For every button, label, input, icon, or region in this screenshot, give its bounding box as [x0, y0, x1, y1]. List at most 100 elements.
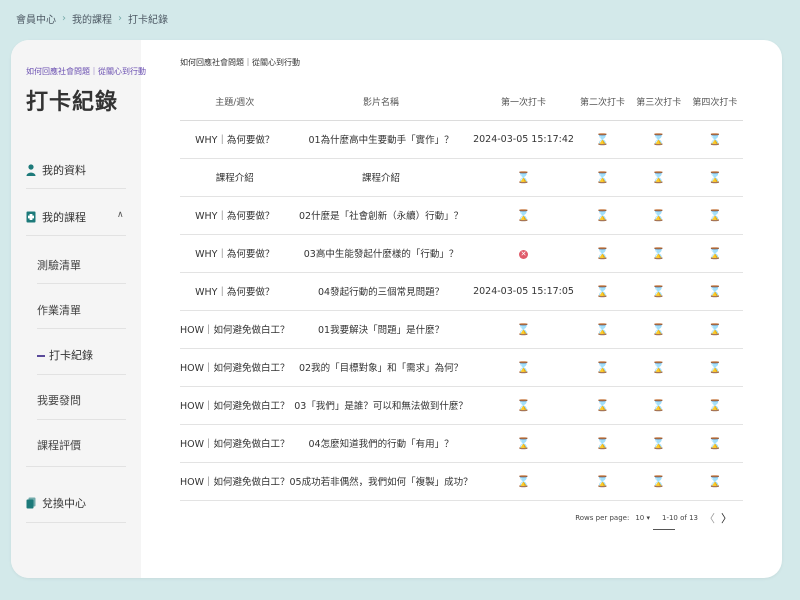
table-header-row: 主題/週次 影片名稱 第一次打卡 第二次打卡 第三次打卡 第四次打卡: [180, 83, 743, 121]
column-header-fourth: 第四次打卡: [686, 83, 743, 121]
hourglass-icon: ⌛: [595, 246, 610, 260]
topic-cell: HOW｜如何避免做白工？: [180, 477, 290, 488]
sidebar-sub-checkin[interactable]: 打卡紀錄: [37, 347, 126, 363]
content-card: 如何回應社會問題｜從關心到行動 打卡紀錄 我的資料 我的課程 ∧ 測驗清單 作業…: [11, 40, 782, 578]
table-cell: ⌛: [686, 462, 743, 501]
table-row: HOW｜如何避免做白工？ 04怎麼知道我們的行動「有用」？ ⌛ ⌛ ⌛ ⌛: [180, 424, 743, 463]
table-cell: ✕: [472, 234, 575, 273]
topic-cell: HOW｜如何避免做白工？: [180, 439, 290, 450]
sidebar-sub-homework[interactable]: 作業清單: [37, 304, 81, 317]
sidebar-item-profile[interactable]: 我的資料: [26, 162, 126, 178]
table-cell: ⌛: [574, 272, 631, 311]
topic-cell: HOW｜如何避免做白工？: [180, 363, 290, 374]
page-range: 1-10 of 13: [662, 514, 698, 522]
table-cell: 05成功若非偶然，我們如何「複製」成功？: [289, 462, 473, 501]
table-cell: ⌛: [686, 272, 743, 311]
table-cell: ⌛: [472, 462, 575, 501]
table-cell: WHY｜為何要做？: [180, 196, 290, 235]
hourglass-icon: ⌛: [595, 132, 610, 146]
video-title-cell: 02什麼是「社會創新（永續）行動」？: [299, 211, 464, 222]
table-cell: ⌛: [630, 424, 687, 463]
table-cell: ⌛: [472, 196, 575, 235]
topic-cell: HOW｜如何避免做白工？: [180, 401, 290, 412]
table-cell: WHY｜為何要做？: [180, 272, 290, 311]
table-cell: HOW｜如何避免做白工？: [180, 386, 290, 425]
hourglass-icon: ⌛: [708, 132, 722, 146]
sidebar-sub-ask[interactable]: 我要發問: [37, 394, 81, 407]
topic-cell: WHY｜為何要做？: [195, 211, 275, 222]
table-row: HOW｜如何避免做白工？ 03「我們」是誰？可以和無法做到什麼？ ⌛ ⌛ ⌛ ⌛: [180, 386, 743, 425]
table-cell: 03「我們」是誰？可以和無法做到什麼？: [289, 386, 473, 425]
table-cell: WHY｜為何要做？: [180, 120, 290, 159]
video-title-cell: 02我的「目標對象」和「需求」為何？: [299, 363, 464, 374]
video-title-cell: 03「我們」是誰？可以和無法做到什麼？: [294, 401, 468, 412]
table-row: WHY｜為何要做？ 02什麼是「社會創新（永續）行動」？ ⌛ ⌛ ⌛ ⌛: [180, 196, 743, 235]
table-cell: ⌛: [472, 348, 575, 387]
hourglass-icon: ⌛: [651, 436, 666, 450]
divider: [26, 522, 126, 523]
sidebar-item-label: 兌換中心: [42, 497, 86, 510]
table-cell: ⌛: [686, 424, 743, 463]
table-cell: ⌛: [574, 424, 631, 463]
table-cell: 04發起行動的三個常見問題？: [289, 272, 473, 311]
video-title-cell: 03高中生能發起什麼樣的「行動」？: [303, 249, 459, 260]
hourglass-icon: ⌛: [595, 322, 610, 336]
hourglass-icon: ⌛: [595, 170, 610, 184]
prev-page-icon[interactable]: 〈: [704, 512, 715, 525]
column-header-third: 第三次打卡: [630, 83, 687, 121]
table-cell: 03高中生能發起什麼樣的「行動」？: [289, 234, 473, 273]
sidebar-sub-review[interactable]: 課程評價: [37, 439, 81, 452]
hourglass-icon: ⌛: [516, 398, 531, 412]
error-icon: ✕: [519, 249, 529, 259]
sidebar-item-courses[interactable]: 我的課程: [26, 209, 126, 225]
column-header-topic: 主題/週次: [180, 83, 290, 121]
table-cell: ⌛: [574, 234, 631, 273]
breadcrumb-member-center[interactable]: 會員中心: [16, 15, 56, 26]
table-cell: ⌛: [630, 348, 687, 387]
table-cell: ⌛: [574, 348, 631, 387]
column-header-first: 第一次打卡: [472, 83, 575, 121]
table-cell: 2024-03-05 15:17:05: [472, 272, 575, 311]
table-cell: ⌛: [574, 386, 631, 425]
table-cell: ⌛: [686, 386, 743, 425]
table-cell: ⌛: [574, 120, 631, 159]
breadcrumb: 會員中心 › 我的課程 › 打卡紀錄: [16, 11, 168, 26]
sidebar: 如何回應社會問題｜從關心到行動 打卡紀錄 我的資料 我的課程 ∧ 測驗清單 作業…: [11, 40, 146, 578]
hourglass-icon: ⌛: [651, 474, 666, 488]
table-cell: ⌛: [630, 196, 687, 235]
hourglass-icon: ⌛: [708, 246, 722, 260]
table-cell: 課程介紹: [289, 158, 473, 197]
table-cell: HOW｜如何避免做白工？: [180, 348, 290, 387]
hourglass-icon: ⌛: [651, 208, 666, 222]
chevron-right-icon: ›: [62, 13, 66, 24]
topic-cell: 課程介紹: [215, 173, 254, 184]
sidebar-sub-quiz[interactable]: 測驗清單: [37, 259, 81, 272]
hourglass-icon: ⌛: [708, 284, 722, 298]
next-page-icon[interactable]: 〉: [721, 512, 732, 525]
breadcrumb-my-courses[interactable]: 我的課程: [72, 15, 112, 26]
divider: [37, 419, 126, 420]
table-cell: ⌛: [574, 310, 631, 349]
table-cell: ⌛: [472, 424, 575, 463]
table-row: HOW｜如何避免做白工？ 02我的「目標對象」和「需求」為何？ ⌛ ⌛ ⌛ ⌛: [180, 348, 743, 387]
sidebar-item-label: 我的資料: [42, 164, 86, 177]
table-cell: 2024-03-05 15:17:42: [472, 120, 575, 159]
hourglass-icon: ⌛: [595, 284, 610, 298]
hourglass-icon: ⌛: [651, 284, 666, 298]
table-cell: ⌛: [630, 386, 687, 425]
sidebar-item-redeem[interactable]: 兌換中心: [26, 495, 126, 511]
chevron-up-icon[interactable]: ∧: [117, 210, 124, 220]
hourglass-icon: ⌛: [651, 360, 666, 374]
video-title-cell: 04怎麼知道我們的行動「有用」？: [308, 439, 454, 450]
hourglass-icon: ⌛: [595, 360, 610, 374]
table-cell: ⌛: [630, 120, 687, 159]
video-title-cell: 01為什麼高中生要動手「實作」？: [308, 135, 454, 146]
breadcrumb-checkin: 打卡紀錄: [128, 15, 168, 26]
table-row: WHY｜為何要做？ 01為什麼高中生要動手「實作」？ 2024-03-05 15:1…: [180, 120, 743, 159]
hourglass-icon: ⌛: [651, 170, 666, 184]
divider: [37, 283, 126, 284]
rows-per-page-select[interactable]: 10 ▾: [635, 514, 650, 522]
hourglass-icon: ⌛: [516, 208, 531, 222]
hourglass-icon: ⌛: [595, 474, 610, 488]
topic-cell: WHY｜為何要做？: [195, 135, 275, 146]
